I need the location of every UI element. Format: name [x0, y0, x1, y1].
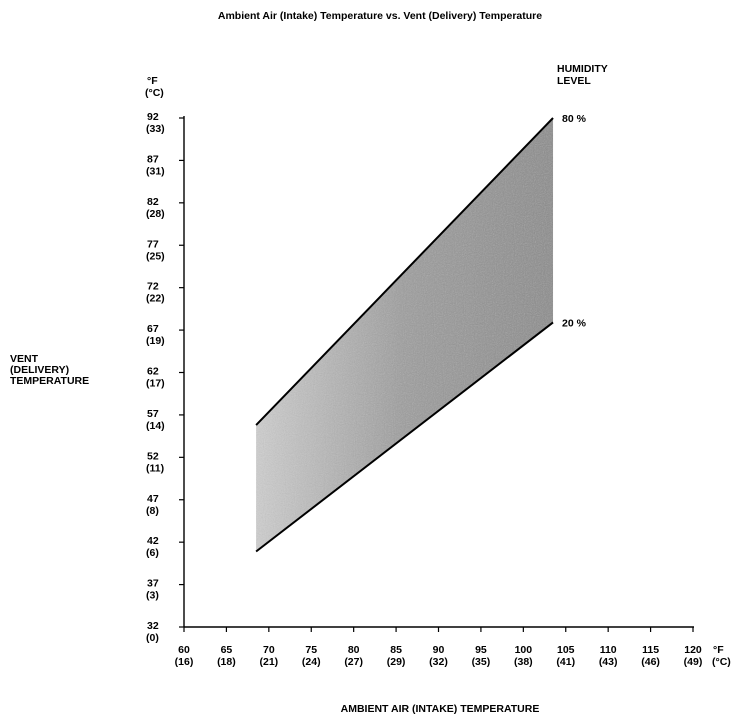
x-tick-label-c: (38)	[514, 656, 533, 668]
y-tick-label-f: 37	[147, 578, 159, 590]
y-tick-label-c: (14)	[146, 420, 165, 432]
y-unit-label: °F (°C)	[145, 75, 164, 99]
x-tick-label-f: 90	[433, 644, 445, 656]
x-tick-label-c: (18)	[217, 656, 236, 668]
axes	[179, 116, 694, 632]
y-tick-label-f: 92	[147, 111, 159, 123]
x-tick-label-c: (49)	[684, 656, 703, 668]
y-unit-c: (°C)	[145, 87, 164, 99]
x-tick-label-f: 100	[515, 644, 533, 656]
y-tick-label-f: 32	[147, 620, 159, 632]
tick-labels: 32(0) 37(3) 42(6) 47(8) 52(11) 57(14) 62(17) 67…	[146, 111, 702, 668]
y-tick-label-c: (11)	[146, 462, 164, 474]
x-tick-label-c: (43)	[599, 656, 618, 668]
x-tick-label-f: 120	[684, 644, 702, 656]
x-tick-label-c: (41)	[556, 656, 575, 668]
x-tick-label-c: (35)	[472, 656, 491, 668]
y-tick-label-f: 72	[147, 281, 159, 293]
y-tick-label-c: (0)	[146, 632, 159, 644]
x-tick-label-f: 60	[178, 644, 190, 656]
y-tick-label-c: (33)	[146, 123, 165, 135]
x-tick-label-c: (24)	[302, 656, 321, 668]
x-tick-label-c: (16)	[175, 656, 194, 668]
x-tick-label-c: (46)	[641, 656, 660, 668]
y-tick-label-c: (17)	[146, 378, 165, 390]
y-tick-label-f: 87	[147, 153, 159, 165]
x-tick-label-f: 95	[475, 644, 487, 656]
y-tick-label-f: 47	[147, 493, 159, 505]
x-unit-f: °F	[713, 644, 724, 656]
y-tick-label-c: (6)	[146, 547, 159, 559]
y-tick-label-c: (19)	[146, 335, 165, 347]
y-tick-label-c: (3)	[146, 590, 159, 602]
x-unit-label: °F (°C)	[712, 644, 731, 668]
y-axis-label-line-2: (DELIVERY)	[10, 364, 69, 376]
series-layer: 80 % 20 %	[255, 113, 587, 553]
y-tick-label-c: (25)	[146, 250, 165, 262]
x-tick-label-f: 85	[390, 644, 402, 656]
y-tick-label-c: (22)	[146, 293, 165, 305]
x-tick-label-c: (29)	[387, 656, 406, 668]
y-tick-label-c: (28)	[146, 208, 165, 220]
y-tick-label-c: (31)	[146, 165, 165, 177]
series-line-20	[255, 321, 554, 553]
y-unit-f: °F	[147, 75, 158, 87]
y-tick-label-f: 57	[147, 408, 159, 420]
x-tick-label-f: 105	[557, 644, 575, 656]
series-label-80: 80 %	[562, 113, 587, 125]
x-tick-label-f: 65	[221, 644, 233, 656]
y-axis-label-line-1: VENT	[10, 353, 39, 365]
x-tick-label-f: 115	[642, 644, 659, 656]
x-axis-label: AMBIENT AIR (INTAKE) TEMPERATURE	[341, 703, 540, 715]
x-tick-label-c: (27)	[344, 656, 363, 668]
y-axis-label-line-3: TEMPERATURE	[10, 375, 89, 387]
y-tick-label-f: 77	[147, 238, 159, 250]
series-label-20: 20 %	[562, 317, 587, 329]
series-line-80	[255, 117, 554, 426]
x-unit-c: (°C)	[712, 656, 731, 668]
chart-title: Ambient Air (Intake) Temperature vs. Ven…	[218, 10, 542, 22]
x-tick-label-f: 110	[600, 644, 617, 656]
humidity-band	[256, 118, 554, 552]
y-tick-label-f: 62	[147, 366, 159, 378]
x-tick-label-c: (21)	[259, 656, 278, 668]
y-tick-label-f: 82	[147, 196, 159, 208]
legend-title-line-2: LEVEL	[557, 75, 591, 87]
y-tick-label-f: 42	[147, 535, 159, 547]
y-tick-label-f: 52	[147, 450, 159, 462]
legend-title-line-1: HUMIDITY	[557, 63, 608, 75]
y-tick-label-f: 67	[147, 323, 159, 335]
x-tick-label-f: 75	[305, 644, 317, 656]
x-tick-label-c: (32)	[429, 656, 448, 668]
y-tick-label-c: (8)	[146, 505, 159, 517]
x-tick-label-f: 80	[348, 644, 360, 656]
legend-title: HUMIDITY LEVEL	[557, 63, 608, 87]
x-tick-label-f: 70	[263, 644, 275, 656]
y-axis-label: VENT (DELIVERY) TEMPERATURE	[10, 353, 89, 387]
